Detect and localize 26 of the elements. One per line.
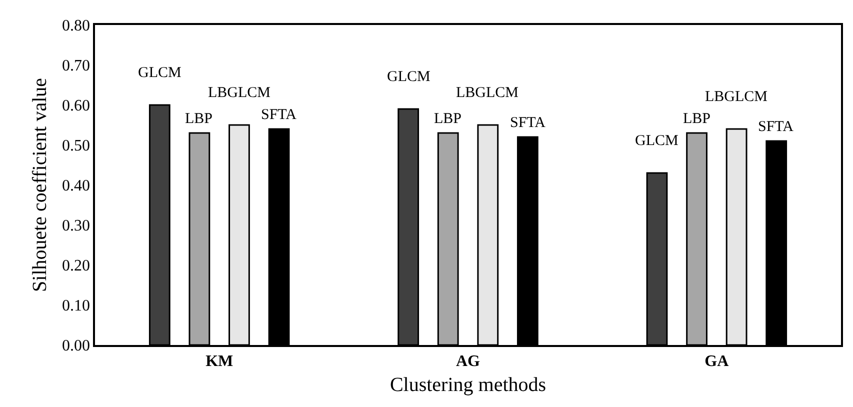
y-tick-label: 0.30 (62, 218, 90, 235)
y-tick-label: 0.60 (62, 98, 90, 115)
x-tick-label: AG (456, 352, 481, 370)
text: LBGLCM (208, 85, 271, 101)
text: GLCM (138, 65, 182, 81)
y-tick-label: 0.20 (62, 258, 90, 275)
y-tick-label: 0.10 (62, 298, 90, 315)
text: LBP (683, 111, 711, 127)
y-tick-label: 0.80 (62, 18, 90, 35)
x-tick-label: GA (704, 352, 730, 370)
series-label: SFTA (758, 119, 794, 135)
y-tick-label: 0.50 (62, 138, 90, 155)
y-tick-label: 0.00 (62, 338, 90, 355)
text: LBGLCM (456, 85, 519, 101)
text: GLCM (635, 133, 678, 149)
y-axis-title: Silhouete coefficient value (29, 78, 52, 292)
series-label: GLCM (387, 69, 430, 85)
text: LBP (434, 111, 462, 127)
y-tick-label: 0.70 (62, 58, 90, 75)
x-axis-title: Clustering methods (390, 374, 546, 396)
text: SFTA (261, 107, 296, 123)
x-tick-label: KM (206, 352, 234, 370)
series-label: LBP (185, 111, 213, 127)
text: LBGLCM (705, 89, 768, 105)
y-tick-label: 0.40 (62, 178, 90, 195)
text: SFTA (510, 115, 546, 131)
